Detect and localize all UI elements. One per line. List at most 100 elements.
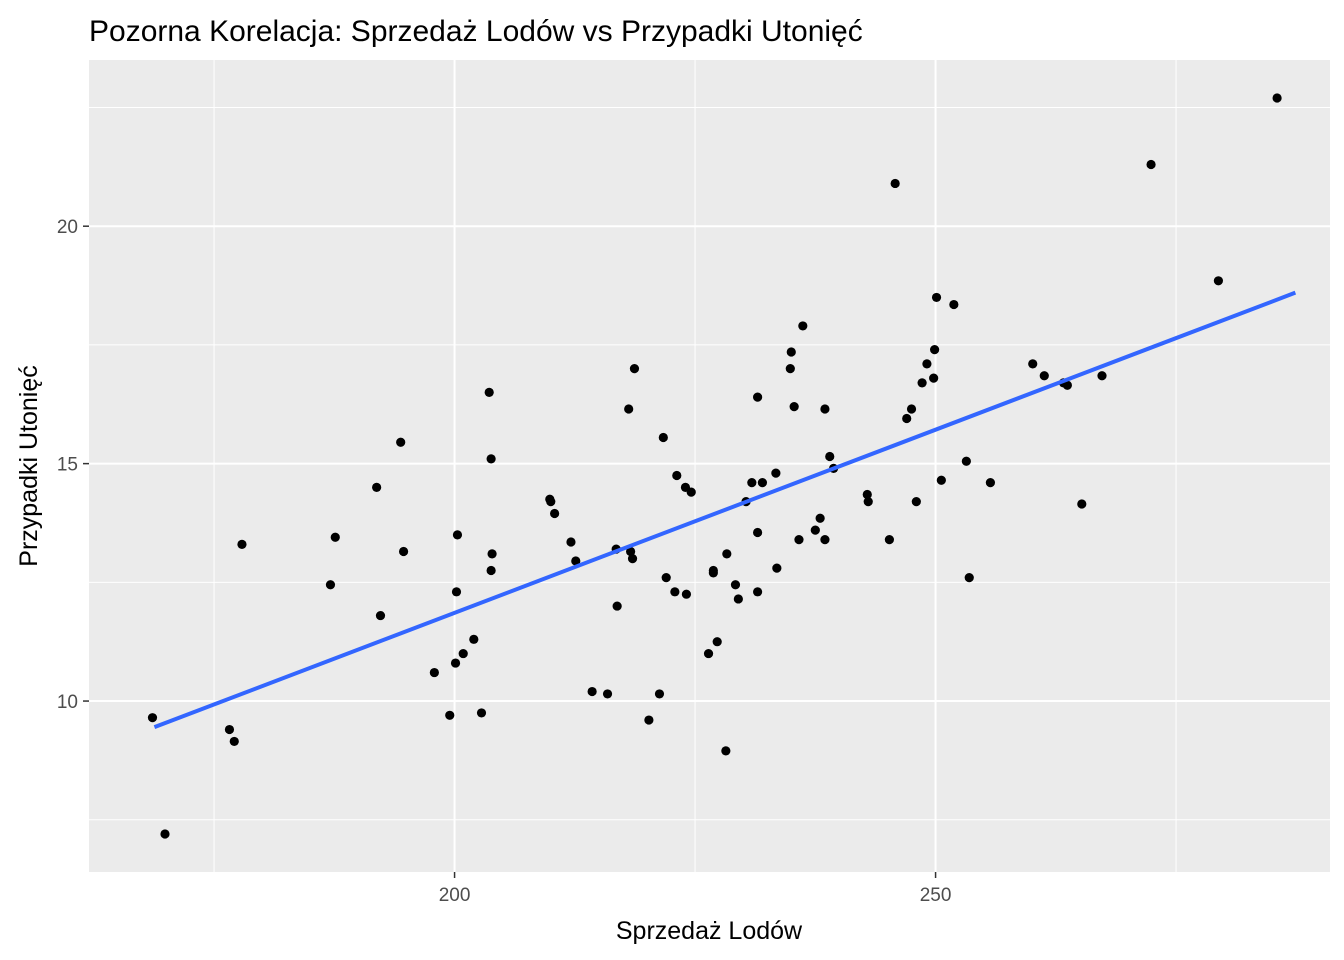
data-point <box>721 746 731 756</box>
minor-gridlines <box>89 60 1330 872</box>
y-tick-label: 10 <box>57 692 78 713</box>
data-points <box>147 93 1282 839</box>
data-point <box>708 568 718 578</box>
y-axis-title: Przypadki Utonięć <box>15 365 43 566</box>
data-point <box>985 478 996 488</box>
data-point <box>469 634 479 644</box>
data-point <box>753 392 763 402</box>
data-point <box>451 587 462 597</box>
data-point <box>644 715 654 725</box>
data-point <box>884 535 894 545</box>
data-point <box>672 470 682 481</box>
chart-title: Pozorna Korelacja: Sprzedaż Lodów vs Prz… <box>89 15 863 48</box>
data-point <box>626 546 636 557</box>
data-point <box>661 572 671 583</box>
data-point <box>458 648 468 659</box>
data-point <box>1146 159 1156 170</box>
data-point <box>931 292 942 303</box>
data-point <box>686 487 696 497</box>
data-point <box>911 497 921 507</box>
data-point <box>550 508 560 519</box>
plot-panel <box>89 60 1330 872</box>
data-point <box>325 580 336 590</box>
data-point <box>785 364 795 374</box>
data-point <box>712 637 722 647</box>
major-gridlines <box>89 60 1330 872</box>
data-point <box>476 708 487 718</box>
data-point <box>1028 359 1038 369</box>
data-point <box>789 402 799 412</box>
trend-line <box>153 290 1297 730</box>
y-tick-label: 20 <box>57 217 78 238</box>
data-point <box>863 497 873 507</box>
data-point <box>330 532 340 542</box>
data-point <box>794 535 804 545</box>
data-point <box>571 556 581 566</box>
data-point <box>1077 499 1087 509</box>
data-point <box>930 345 940 355</box>
data-point <box>160 829 170 839</box>
data-point <box>237 539 247 549</box>
data-point <box>815 513 825 523</box>
data-point <box>487 549 497 559</box>
data-point <box>949 299 959 310</box>
data-point <box>902 413 912 424</box>
x-tick-label: 200 <box>439 885 471 906</box>
data-point <box>445 710 455 720</box>
data-point <box>906 404 917 414</box>
data-point <box>681 589 692 599</box>
data-point <box>375 610 386 621</box>
data-point <box>147 713 158 723</box>
data-point <box>486 565 496 576</box>
data-point <box>398 546 409 557</box>
data-point <box>429 667 439 678</box>
data-point <box>1097 371 1107 381</box>
y-axis-ticks: 10 15 20 <box>57 217 89 713</box>
data-point <box>224 724 235 735</box>
data-point <box>771 468 781 478</box>
data-point <box>733 594 743 604</box>
data-point <box>862 489 872 500</box>
data-point <box>624 404 634 414</box>
data-point <box>396 437 406 447</box>
data-point <box>587 686 597 697</box>
data-point <box>627 553 638 564</box>
data-point <box>484 387 494 397</box>
data-point <box>786 347 796 357</box>
data-point <box>922 359 932 369</box>
x-axis-ticks: 200 250 <box>439 872 952 906</box>
x-axis-title: Sprzedaż Lodów <box>616 917 803 945</box>
data-point <box>658 432 668 443</box>
data-point <box>452 530 463 540</box>
data-point <box>798 321 808 331</box>
data-point <box>229 736 239 747</box>
data-point <box>753 527 763 538</box>
data-point <box>546 497 556 507</box>
data-point <box>1062 380 1072 390</box>
y-tick-label: 15 <box>57 455 78 476</box>
data-point <box>825 451 835 462</box>
data-point <box>612 601 622 611</box>
data-point <box>961 456 971 466</box>
data-point <box>810 525 820 535</box>
data-point <box>654 689 665 699</box>
data-point <box>450 658 461 668</box>
data-point <box>486 454 496 464</box>
data-point <box>372 482 382 492</box>
data-point <box>566 537 576 547</box>
data-point <box>730 580 741 590</box>
data-point <box>929 373 939 383</box>
data-point <box>670 587 680 597</box>
data-point <box>772 563 782 573</box>
data-point <box>703 648 714 659</box>
data-point <box>936 475 946 485</box>
data-point <box>747 478 757 488</box>
data-point <box>753 587 763 597</box>
data-point <box>1272 93 1282 103</box>
data-point <box>757 478 768 488</box>
data-point <box>964 572 974 583</box>
x-tick-label: 250 <box>920 885 952 906</box>
data-point <box>917 378 927 388</box>
data-point <box>629 364 640 374</box>
